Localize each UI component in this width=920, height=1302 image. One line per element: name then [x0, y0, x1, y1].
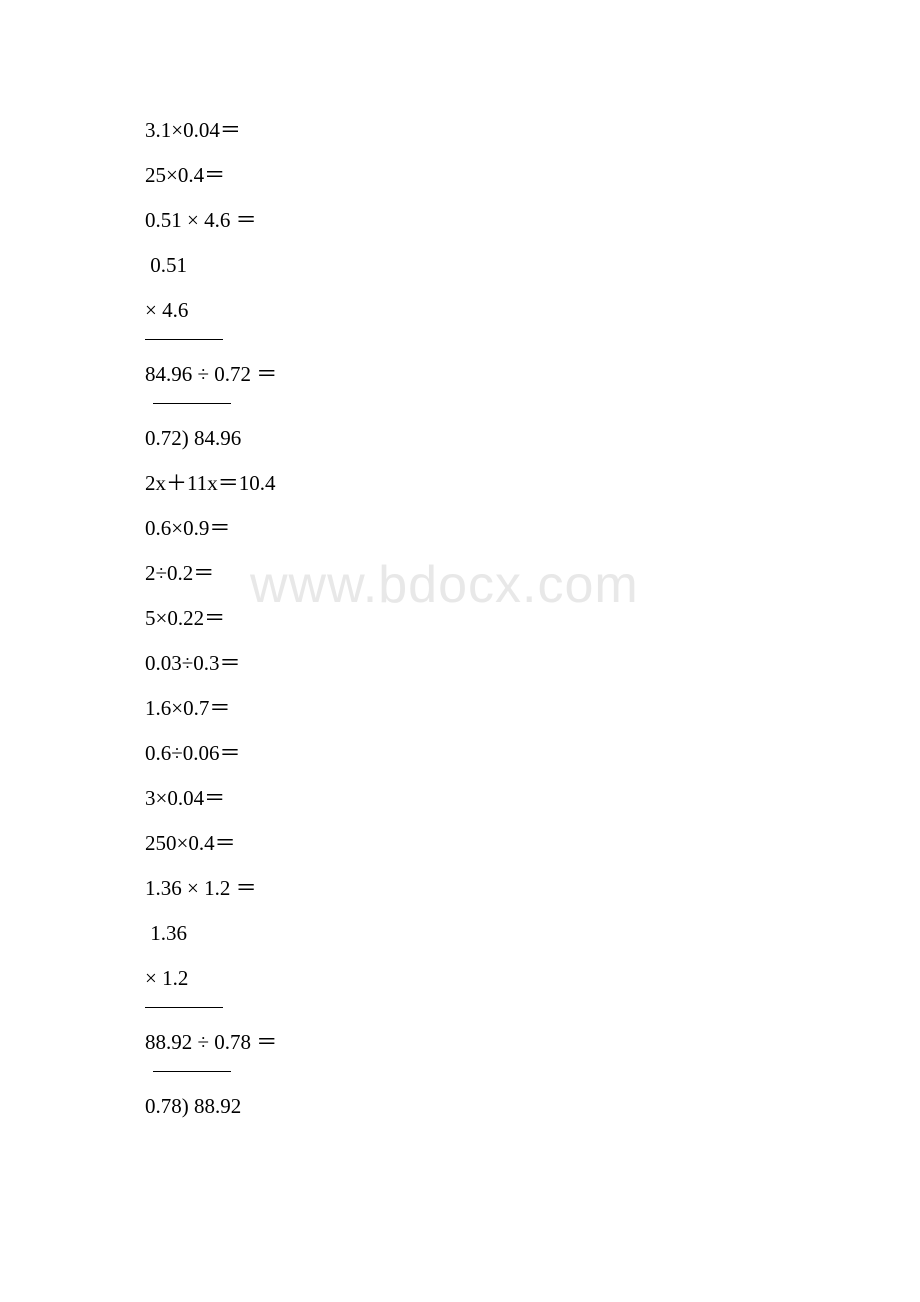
- math-line: 0.6÷0.06＝: [145, 743, 920, 764]
- math-line: 3×0.04＝: [145, 788, 920, 809]
- math-line: 0.78) 88.92: [145, 1096, 920, 1117]
- math-line: 5×0.22＝: [145, 608, 920, 629]
- math-line: 0.51: [145, 255, 920, 276]
- math-line: 88.92 ÷ 0.78 ＝: [145, 1032, 920, 1053]
- math-line: 0.72) 84.96: [145, 428, 920, 449]
- math-line: × 4.6: [145, 300, 920, 321]
- math-line: 3.1×0.04＝: [145, 120, 920, 141]
- divider-line: [145, 1007, 223, 1008]
- math-line: 250×0.4＝: [145, 833, 920, 854]
- math-line: 25×0.4＝: [145, 165, 920, 186]
- math-line: 1.36 × 1.2 ＝: [145, 878, 920, 899]
- math-line: 84.96 ÷ 0.72 ＝: [145, 364, 920, 385]
- document-content: 3.1×0.04＝ 25×0.4＝ 0.51 × 4.6 ＝ 0.51 × 4.…: [145, 120, 920, 1117]
- math-line: × 1.2: [145, 968, 920, 989]
- math-line: 0.6×0.9＝: [145, 518, 920, 539]
- math-line: 1.36: [145, 923, 920, 944]
- math-line: 0.51 × 4.6 ＝: [145, 210, 920, 231]
- divider-line: [153, 403, 231, 404]
- divider-line: [145, 339, 223, 340]
- math-line: 0.03÷0.3＝: [145, 653, 920, 674]
- divider-line: [153, 1071, 231, 1072]
- math-line: 2÷0.2＝: [145, 563, 920, 584]
- math-line: 1.6×0.7＝: [145, 698, 920, 719]
- math-line: 2x＋11x＝10.4: [145, 473, 920, 494]
